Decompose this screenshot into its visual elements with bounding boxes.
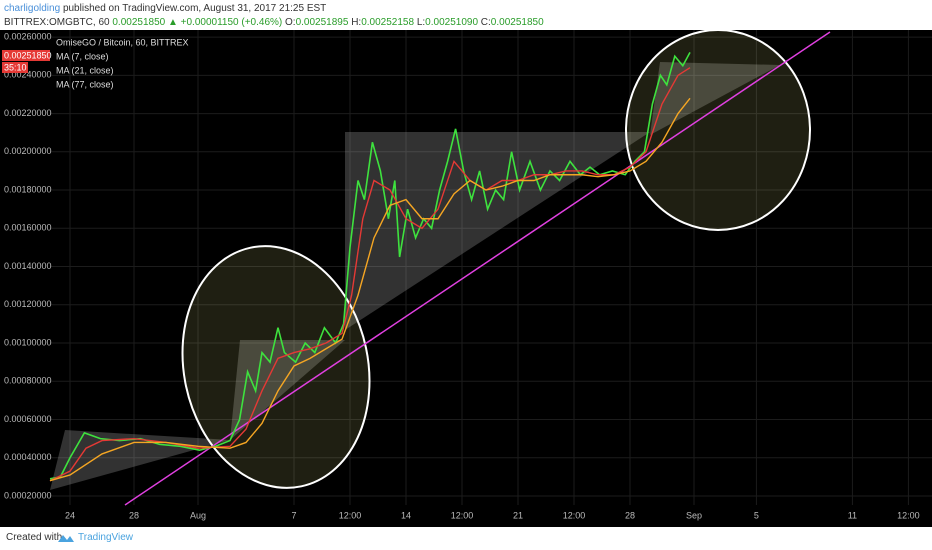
author[interactable]: charligolding bbox=[4, 3, 61, 14]
x-tick-label: 12:00 bbox=[897, 510, 920, 520]
y-tick-label: 0.00180000 bbox=[4, 184, 52, 194]
x-tick-label: 12:00 bbox=[339, 510, 362, 520]
series-line bbox=[49, 97, 691, 482]
y-tick-label: 0.00140000 bbox=[4, 261, 52, 271]
x-tick-label: 5 bbox=[754, 510, 759, 520]
price-tag-bg bbox=[2, 50, 50, 61]
x-tick-label: 7 bbox=[291, 510, 296, 520]
l: 0.00251090 bbox=[425, 17, 479, 28]
y-tick-label: 0.00220000 bbox=[4, 108, 52, 118]
axis-labels: 0.00020000 0.00040000 0.00060000 0.00080000… bbox=[4, 31, 920, 520]
y-tick-label: 0.00100000 bbox=[4, 337, 52, 347]
o: 0.00251895 bbox=[295, 17, 349, 28]
price-tag: 0.00251850 bbox=[4, 50, 52, 60]
brand[interactable]: TradingView bbox=[78, 532, 134, 543]
x-tick-label: 11 bbox=[848, 510, 857, 520]
y-tick-label: 0.00240000 bbox=[4, 70, 52, 80]
header: charligolding published on TradingView.c… bbox=[0, 0, 932, 30]
footer: Created with TradingView bbox=[0, 527, 932, 550]
legend: OmiseGO / Bitcoin, 60, BITTREX MA (7, cl… bbox=[56, 37, 189, 89]
x-tick-label: 24 bbox=[65, 510, 75, 520]
symbol: BITTREX:OMGBTC, 60 bbox=[4, 17, 110, 28]
y-tick-label: 0.00040000 bbox=[4, 452, 52, 462]
trendline bbox=[124, 31, 831, 506]
y-tick-label: 0.00060000 bbox=[4, 414, 52, 424]
x-tick-label: 12:00 bbox=[563, 510, 586, 520]
y-tick-label: 0.00200000 bbox=[4, 146, 52, 156]
x-tick-label: 14 bbox=[401, 510, 411, 520]
y-tick-label: 0.00260000 bbox=[4, 31, 52, 41]
legend-entry: MA (77, close) bbox=[56, 79, 114, 89]
h: 0.00252158 bbox=[361, 17, 415, 28]
y-tick-label: 0.00160000 bbox=[4, 223, 52, 233]
change: ▲ +0.00001150 (+0.46%) bbox=[167, 17, 283, 28]
y-tick-label: 0.00080000 bbox=[4, 376, 52, 386]
last: 0.00251850 bbox=[112, 17, 166, 28]
y-tick-label: 0.00120000 bbox=[4, 299, 52, 309]
x-tick-label: Sep bbox=[686, 510, 702, 520]
series bbox=[49, 51, 691, 482]
c: 0.00251850 bbox=[490, 17, 544, 28]
x-tick-label: 12:00 bbox=[451, 510, 474, 520]
x-tick-label: Aug bbox=[190, 510, 206, 520]
triangle bbox=[650, 62, 780, 135]
series-line bbox=[49, 67, 691, 482]
l-label: L: bbox=[416, 17, 426, 28]
triangle bbox=[345, 132, 650, 330]
x-tick-label: 21 bbox=[513, 510, 523, 520]
published: published on TradingView.com, August 31,… bbox=[62, 3, 327, 14]
legend-entry: MA (21, close) bbox=[56, 65, 114, 75]
countdown: 35:10 bbox=[4, 62, 27, 72]
annotations bbox=[50, 30, 831, 506]
created: Created with bbox=[6, 532, 63, 543]
x-tick-label: 28 bbox=[129, 510, 139, 520]
h-label: H: bbox=[351, 17, 362, 28]
countdown-bg bbox=[2, 62, 28, 73]
circle bbox=[625, 30, 811, 231]
legend-entry: MA (7, close) bbox=[56, 51, 109, 61]
logo bbox=[58, 535, 74, 542]
o-label: O: bbox=[285, 17, 296, 28]
background bbox=[0, 30, 932, 527]
legend-entry: OmiseGO / Bitcoin, 60, BITTREX bbox=[56, 37, 189, 47]
y-tick-label: 0.00020000 bbox=[4, 490, 52, 500]
series-line bbox=[49, 51, 691, 480]
chart: 0.00020000 0.00040000 0.00060000 0.00080000… bbox=[0, 30, 932, 527]
circle bbox=[181, 245, 371, 489]
c-label: C: bbox=[480, 17, 491, 28]
x-tick-label: 28 bbox=[625, 510, 635, 520]
